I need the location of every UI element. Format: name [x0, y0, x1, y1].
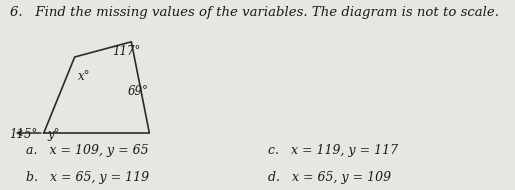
Text: x°: x°: [78, 70, 91, 82]
Text: a.   x = 109, y = 65: a. x = 109, y = 65: [26, 144, 148, 157]
Text: 69°: 69°: [128, 85, 149, 98]
Text: b.   x = 65, y = 119: b. x = 65, y = 119: [26, 171, 149, 184]
Text: y°: y°: [48, 128, 60, 141]
Text: c.   x = 119, y = 117: c. x = 119, y = 117: [268, 144, 398, 157]
Text: d.   x = 65, y = 109: d. x = 65, y = 109: [268, 171, 391, 184]
Text: 6.   Find the missing values of the variables. The diagram is not to scale.: 6. Find the missing values of the variab…: [10, 6, 500, 19]
Text: 117°: 117°: [112, 45, 141, 58]
Text: 115°: 115°: [9, 128, 38, 141]
